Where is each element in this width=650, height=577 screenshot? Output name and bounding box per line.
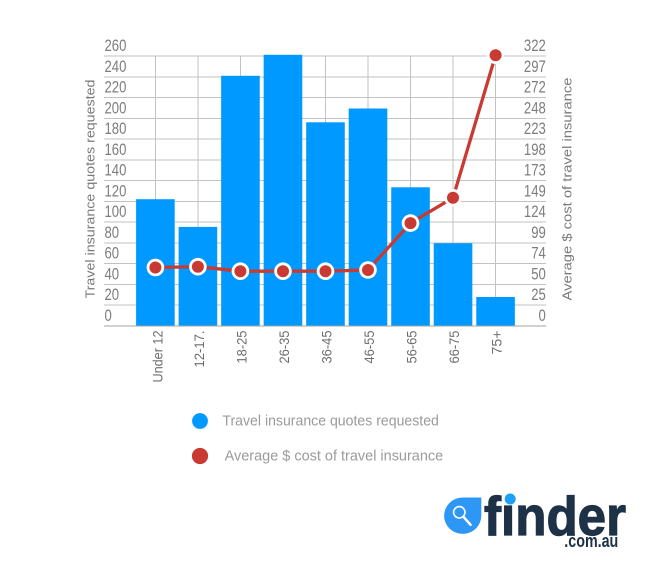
svg-text:50: 50 <box>531 266 546 284</box>
svg-text:Travel insurance quotes reques: Travel insurance quotes requested <box>83 80 98 299</box>
svg-text:160: 160 <box>105 141 127 159</box>
svg-text:99: 99 <box>531 224 546 242</box>
svg-text:173: 173 <box>524 162 546 180</box>
svg-text:297: 297 <box>524 58 546 76</box>
svg-text:140: 140 <box>105 162 127 180</box>
svg-text:223: 223 <box>524 120 546 138</box>
svg-text:.com.au: .com.au <box>564 531 618 551</box>
svg-text:322: 322 <box>524 37 546 55</box>
svg-text:220: 220 <box>105 79 127 97</box>
svg-text:Average $ cost of travel insur: Average $ cost of travel insurance <box>560 78 575 301</box>
svg-text:248: 248 <box>524 99 546 117</box>
svg-text:25: 25 <box>531 286 546 304</box>
svg-text:240: 240 <box>105 58 127 76</box>
svg-text:Under 12: Under 12 <box>150 330 166 382</box>
svg-text:0: 0 <box>105 307 112 325</box>
svg-text:56-65: 56-65 <box>403 330 419 363</box>
svg-text:272: 272 <box>524 79 546 97</box>
svg-text:149: 149 <box>524 182 546 200</box>
svg-text:198: 198 <box>524 141 546 159</box>
svg-text:60: 60 <box>105 245 120 263</box>
svg-text:180: 180 <box>105 120 127 138</box>
svg-text:40: 40 <box>105 266 120 284</box>
svg-text:20: 20 <box>105 286 120 304</box>
svg-text:74: 74 <box>531 245 546 263</box>
svg-text:Travel insurance quotes reques: Travel insurance quotes requested <box>222 414 439 430</box>
svg-text:36-45: 36-45 <box>318 330 334 363</box>
svg-text:26-35: 26-35 <box>276 330 292 363</box>
svg-text:75+: 75+ <box>488 331 504 355</box>
svg-text:120: 120 <box>105 182 127 200</box>
svg-text:80: 80 <box>105 224 120 242</box>
svg-text:12-17.: 12-17. <box>191 331 207 368</box>
svg-text:124: 124 <box>524 203 546 221</box>
svg-text:46-55: 46-55 <box>361 330 377 363</box>
svg-text:200: 200 <box>105 99 127 117</box>
svg-text:260: 260 <box>105 37 127 55</box>
svg-text:18-25: 18-25 <box>233 330 249 363</box>
svg-text:Average $ cost of travel insur: Average $ cost of travel insurance <box>225 449 444 465</box>
svg-text:100: 100 <box>105 203 127 221</box>
svg-text:0: 0 <box>539 307 546 325</box>
svg-text:66-75: 66-75 <box>446 330 462 363</box>
